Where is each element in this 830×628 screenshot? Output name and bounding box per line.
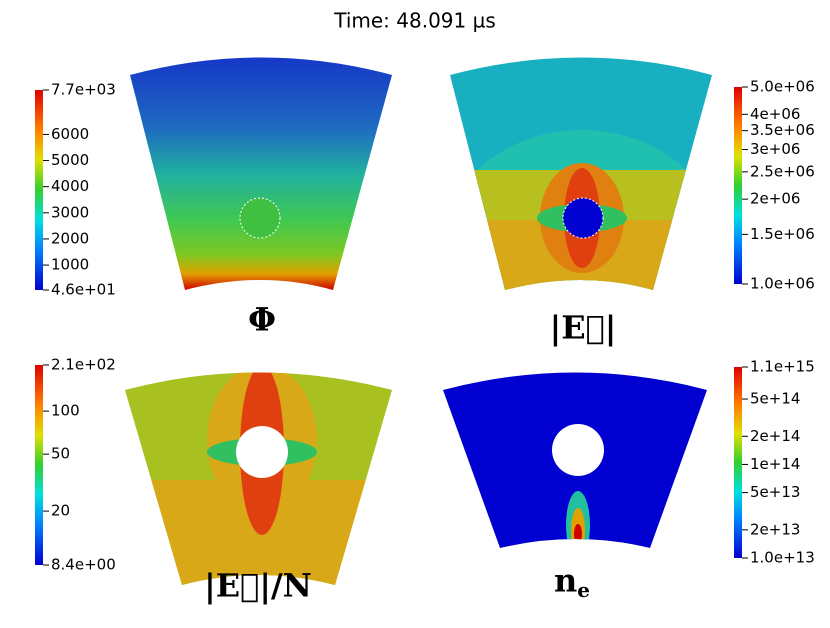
colorbar-tick-label: 1.0e+06 xyxy=(750,275,815,293)
colorbar xyxy=(35,365,43,565)
colorbar-tick-label: 4.6e+01 xyxy=(51,281,116,299)
colorbar-tick-label: 20 xyxy=(51,502,70,520)
colorbar-tick-label: 5e+13 xyxy=(750,483,800,501)
colorbar-tick-label: 6000 xyxy=(51,125,89,143)
panel-label: |E⃗|/N xyxy=(204,567,312,605)
colorbar-tick-label: 2000 xyxy=(51,229,89,247)
colorbar-tick-label: 5000 xyxy=(51,151,89,169)
colorbar-tick-label: 5.0e+06 xyxy=(750,78,815,96)
colorbar xyxy=(35,90,43,290)
colorbar-tick-label: 4000 xyxy=(51,177,89,195)
colorbar-tick-label: 2e+06 xyxy=(750,190,800,208)
colorbar-tick-label: 8.4e+00 xyxy=(51,556,116,574)
colorbar-tick-label: 5e+14 xyxy=(750,390,800,408)
colorbar-tick-label: 1.0e+13 xyxy=(750,549,815,567)
colorbar-tick-label: 2.1e+02 xyxy=(51,356,116,374)
colorbar-tick-label: 2.5e+06 xyxy=(750,162,815,180)
field-ne xyxy=(443,372,707,548)
colorbar-tick-label: 3.5e+06 xyxy=(750,121,815,139)
colorbar-tick-label: 100 xyxy=(51,402,80,420)
colorbar-tick-label: 1e+14 xyxy=(750,455,800,473)
field-phi xyxy=(130,57,392,290)
colorbar-tick-label: 2e+14 xyxy=(750,427,800,445)
colorbar-tick-label: 1.1e+15 xyxy=(750,358,815,376)
colorbar-tick-label: 1000 xyxy=(51,256,89,274)
field-e-over-n xyxy=(125,372,392,585)
colorbar-tick-label: 3000 xyxy=(51,203,89,221)
panel-label: ne xyxy=(554,562,590,602)
colorbar-tick-label: 4e+06 xyxy=(750,105,800,123)
colorbar-tick-label: 2e+13 xyxy=(750,520,800,538)
colorbar-tick-label: 1.5e+06 xyxy=(750,225,815,243)
colorbar-tick-label: 3e+06 xyxy=(750,140,800,158)
panel-label: Φ xyxy=(248,301,276,339)
panel-label: |E⃗| xyxy=(550,309,617,347)
colorbar-tick-label: 50 xyxy=(51,445,70,463)
colorbar xyxy=(734,367,742,558)
field-e xyxy=(450,57,712,290)
colorbar xyxy=(734,87,742,284)
panel-label-subscript: e xyxy=(577,578,590,602)
colorbar-tick-label: 7.7e+03 xyxy=(51,81,116,99)
title: Time: 48.091 µs xyxy=(333,9,496,33)
